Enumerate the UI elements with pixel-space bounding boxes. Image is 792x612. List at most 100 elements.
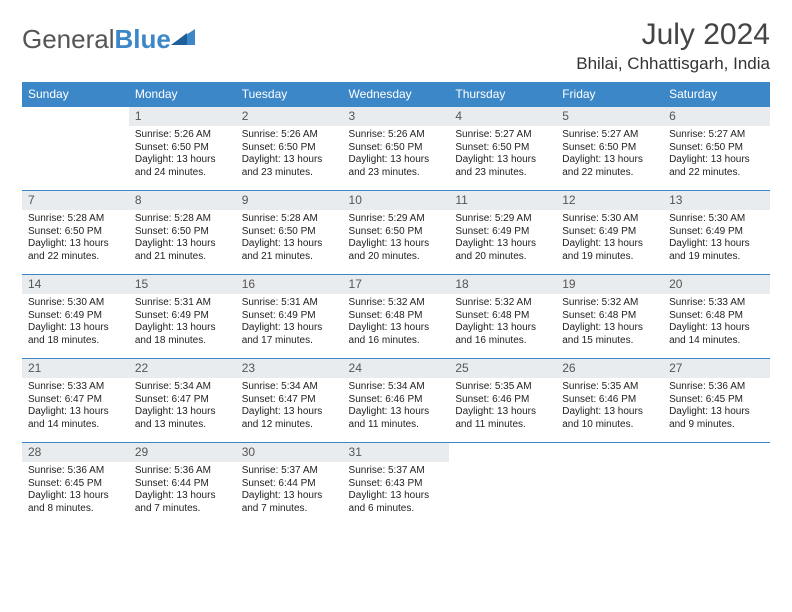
- day-content: Sunrise: 5:36 AMSunset: 6:45 PMDaylight:…: [663, 378, 770, 439]
- day-number: 9: [236, 191, 343, 210]
- day-content: Sunrise: 5:29 AMSunset: 6:49 PMDaylight:…: [449, 210, 556, 271]
- logo-text-part2: Blue: [115, 24, 171, 54]
- day-content: Sunrise: 5:37 AMSunset: 6:43 PMDaylight:…: [343, 462, 450, 523]
- weekday-header: Friday: [556, 82, 663, 107]
- day-content: Sunrise: 5:32 AMSunset: 6:48 PMDaylight:…: [449, 294, 556, 355]
- day-content: Sunrise: 5:26 AMSunset: 6:50 PMDaylight:…: [343, 126, 450, 187]
- day-number: 3: [343, 107, 450, 126]
- day-cell: 11Sunrise: 5:29 AMSunset: 6:49 PMDayligh…: [449, 191, 556, 275]
- day-cell: ..: [22, 107, 129, 191]
- day-number: 25: [449, 359, 556, 378]
- day-cell: 22Sunrise: 5:34 AMSunset: 6:47 PMDayligh…: [129, 359, 236, 443]
- day-cell: 29Sunrise: 5:36 AMSunset: 6:44 PMDayligh…: [129, 443, 236, 527]
- weekday-header: Wednesday: [343, 82, 450, 107]
- day-content: Sunrise: 5:35 AMSunset: 6:46 PMDaylight:…: [449, 378, 556, 439]
- location: Bhilai, Chhattisgarh, India: [576, 54, 770, 74]
- day-content: Sunrise: 5:32 AMSunset: 6:48 PMDaylight:…: [343, 294, 450, 355]
- day-number: 4: [449, 107, 556, 126]
- week-row: ..1Sunrise: 5:26 AMSunset: 6:50 PMDaylig…: [22, 107, 770, 191]
- day-cell: 21Sunrise: 5:33 AMSunset: 6:47 PMDayligh…: [22, 359, 129, 443]
- day-number: 8: [129, 191, 236, 210]
- day-cell: 6Sunrise: 5:27 AMSunset: 6:50 PMDaylight…: [663, 107, 770, 191]
- day-content: Sunrise: 5:27 AMSunset: 6:50 PMDaylight:…: [556, 126, 663, 187]
- day-cell: 26Sunrise: 5:35 AMSunset: 6:46 PMDayligh…: [556, 359, 663, 443]
- day-cell: 7Sunrise: 5:28 AMSunset: 6:50 PMDaylight…: [22, 191, 129, 275]
- day-number: 5: [556, 107, 663, 126]
- day-content: Sunrise: 5:29 AMSunset: 6:50 PMDaylight:…: [343, 210, 450, 271]
- weekday-header: Monday: [129, 82, 236, 107]
- week-row: 28Sunrise: 5:36 AMSunset: 6:45 PMDayligh…: [22, 443, 770, 527]
- day-number: 22: [129, 359, 236, 378]
- day-number: 16: [236, 275, 343, 294]
- day-cell: 2Sunrise: 5:26 AMSunset: 6:50 PMDaylight…: [236, 107, 343, 191]
- day-cell: 3Sunrise: 5:26 AMSunset: 6:50 PMDaylight…: [343, 107, 450, 191]
- logo-text-part1: General: [22, 24, 115, 54]
- day-content: Sunrise: 5:28 AMSunset: 6:50 PMDaylight:…: [236, 210, 343, 271]
- day-number: 19: [556, 275, 663, 294]
- day-content: Sunrise: 5:30 AMSunset: 6:49 PMDaylight:…: [22, 294, 129, 355]
- day-number: 7: [22, 191, 129, 210]
- day-number: 2: [236, 107, 343, 126]
- weekday-header: Tuesday: [236, 82, 343, 107]
- weekday-header: Thursday: [449, 82, 556, 107]
- day-cell: 24Sunrise: 5:34 AMSunset: 6:46 PMDayligh…: [343, 359, 450, 443]
- day-number: 11: [449, 191, 556, 210]
- day-cell: 12Sunrise: 5:30 AMSunset: 6:49 PMDayligh…: [556, 191, 663, 275]
- day-number: 29: [129, 443, 236, 462]
- day-number: 13: [663, 191, 770, 210]
- day-content: Sunrise: 5:26 AMSunset: 6:50 PMDaylight:…: [129, 126, 236, 187]
- weekday-row: SundayMondayTuesdayWednesdayThursdayFrid…: [22, 82, 770, 107]
- day-cell: 5Sunrise: 5:27 AMSunset: 6:50 PMDaylight…: [556, 107, 663, 191]
- day-number: 14: [22, 275, 129, 294]
- day-number: 27: [663, 359, 770, 378]
- day-content: Sunrise: 5:27 AMSunset: 6:50 PMDaylight:…: [663, 126, 770, 187]
- day-cell: 31Sunrise: 5:37 AMSunset: 6:43 PMDayligh…: [343, 443, 450, 527]
- weekday-header: Saturday: [663, 82, 770, 107]
- day-cell: ..: [663, 443, 770, 527]
- day-content: Sunrise: 5:34 AMSunset: 6:46 PMDaylight:…: [343, 378, 450, 439]
- day-cell: 10Sunrise: 5:29 AMSunset: 6:50 PMDayligh…: [343, 191, 450, 275]
- logo-text: GeneralBlue: [22, 24, 171, 55]
- day-content: Sunrise: 5:35 AMSunset: 6:46 PMDaylight:…: [556, 378, 663, 439]
- day-content: Sunrise: 5:37 AMSunset: 6:44 PMDaylight:…: [236, 462, 343, 523]
- day-content: Sunrise: 5:31 AMSunset: 6:49 PMDaylight:…: [129, 294, 236, 355]
- day-cell: ..: [556, 443, 663, 527]
- week-row: 21Sunrise: 5:33 AMSunset: 6:47 PMDayligh…: [22, 359, 770, 443]
- day-number: 18: [449, 275, 556, 294]
- day-number: 17: [343, 275, 450, 294]
- triangle-icon: [171, 27, 197, 52]
- day-content: Sunrise: 5:33 AMSunset: 6:47 PMDaylight:…: [22, 378, 129, 439]
- day-content: Sunrise: 5:36 AMSunset: 6:44 PMDaylight:…: [129, 462, 236, 523]
- week-row: 14Sunrise: 5:30 AMSunset: 6:49 PMDayligh…: [22, 275, 770, 359]
- day-content: Sunrise: 5:26 AMSunset: 6:50 PMDaylight:…: [236, 126, 343, 187]
- day-cell: ..: [449, 443, 556, 527]
- day-number: 15: [129, 275, 236, 294]
- day-number: 10: [343, 191, 450, 210]
- day-cell: 17Sunrise: 5:32 AMSunset: 6:48 PMDayligh…: [343, 275, 450, 359]
- logo: GeneralBlue: [22, 24, 197, 55]
- day-cell: 15Sunrise: 5:31 AMSunset: 6:49 PMDayligh…: [129, 275, 236, 359]
- day-cell: 28Sunrise: 5:36 AMSunset: 6:45 PMDayligh…: [22, 443, 129, 527]
- day-content: Sunrise: 5:33 AMSunset: 6:48 PMDaylight:…: [663, 294, 770, 355]
- day-cell: 23Sunrise: 5:34 AMSunset: 6:47 PMDayligh…: [236, 359, 343, 443]
- day-content: Sunrise: 5:30 AMSunset: 6:49 PMDaylight:…: [556, 210, 663, 271]
- day-number: 1: [129, 107, 236, 126]
- day-content: Sunrise: 5:28 AMSunset: 6:50 PMDaylight:…: [129, 210, 236, 271]
- day-cell: 20Sunrise: 5:33 AMSunset: 6:48 PMDayligh…: [663, 275, 770, 359]
- day-content: Sunrise: 5:36 AMSunset: 6:45 PMDaylight:…: [22, 462, 129, 523]
- day-content: Sunrise: 5:28 AMSunset: 6:50 PMDaylight:…: [22, 210, 129, 271]
- day-content: Sunrise: 5:34 AMSunset: 6:47 PMDaylight:…: [129, 378, 236, 439]
- day-number: 31: [343, 443, 450, 462]
- day-number: 23: [236, 359, 343, 378]
- weekday-header: Sunday: [22, 82, 129, 107]
- day-number: 30: [236, 443, 343, 462]
- day-cell: 25Sunrise: 5:35 AMSunset: 6:46 PMDayligh…: [449, 359, 556, 443]
- day-cell: 9Sunrise: 5:28 AMSunset: 6:50 PMDaylight…: [236, 191, 343, 275]
- day-number: 21: [22, 359, 129, 378]
- day-content: Sunrise: 5:32 AMSunset: 6:48 PMDaylight:…: [556, 294, 663, 355]
- day-number: 24: [343, 359, 450, 378]
- day-cell: 14Sunrise: 5:30 AMSunset: 6:49 PMDayligh…: [22, 275, 129, 359]
- day-number: 6: [663, 107, 770, 126]
- day-number: 20: [663, 275, 770, 294]
- day-cell: 4Sunrise: 5:27 AMSunset: 6:50 PMDaylight…: [449, 107, 556, 191]
